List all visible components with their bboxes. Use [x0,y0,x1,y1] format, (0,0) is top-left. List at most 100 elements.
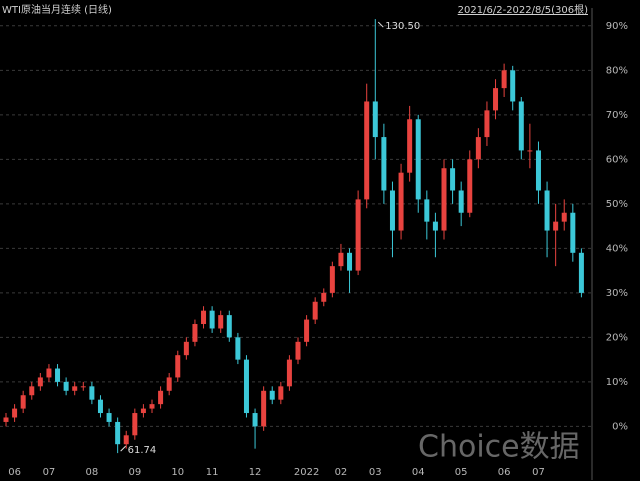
candle-body [450,168,456,191]
candle-body [286,359,292,387]
candle-body [175,355,181,378]
y-tick-label: 80% [606,65,628,76]
candle-body [389,190,395,231]
x-tick-label: 07 [43,467,56,478]
candle-body [561,212,567,222]
candle-body [295,341,301,360]
candle-body [12,408,18,418]
x-tick-label: 02 [335,467,348,478]
candle-body [535,150,541,191]
candle-body [149,404,155,409]
candle-body [493,88,499,111]
candle-body [140,408,146,414]
candle-body [123,435,129,445]
chart-title: WTI原油当月连续 (日线) [2,3,112,16]
candle-body [415,119,421,200]
candle-body [201,310,207,325]
x-tick-label: 11 [206,467,219,478]
high-label: 130.50 [385,21,420,32]
candle-body [209,310,215,329]
candle-body [407,119,413,173]
candle-body [218,315,224,329]
y-tick-label: 0% [612,421,628,432]
candle-body [183,341,189,356]
candle-body [269,390,275,400]
y-tick-label: 30% [606,288,628,299]
candle-body [304,319,310,342]
x-tick-label: 12 [249,467,262,478]
candle-body [261,390,267,427]
candle-body [467,159,473,213]
y-tick-label: 10% [606,377,628,388]
candle-body [364,101,370,200]
candle-body [312,301,318,320]
candle-body [355,199,361,271]
candle-body [3,417,9,422]
x-tick-label: 04 [412,467,425,478]
low-pointer [120,445,127,452]
x-tick-label: 09 [128,467,141,478]
candle-body [518,101,524,151]
candle-body [226,315,232,338]
candle-body [166,377,172,391]
candle-body [97,399,103,414]
x-tick-label: 07 [532,467,545,478]
candle-body [578,252,584,293]
candle-body [553,221,559,231]
candle-body [29,386,35,396]
candle-body [544,190,550,231]
candle-body [441,168,447,231]
candle-body [329,266,335,293]
candle-body [252,413,258,427]
candle-body [20,395,26,409]
y-tick-label: 50% [606,199,628,210]
candle-body [89,386,95,400]
candle-body [510,70,516,102]
candle-body [338,252,344,267]
candle-body [132,413,138,436]
candle-body [475,137,481,160]
candle-body [372,101,378,138]
candle-body [347,252,353,271]
candle-body [432,221,438,231]
candle-body [46,368,52,378]
candle-body [158,390,164,405]
y-tick-label: 70% [606,110,628,121]
y-tick-label: 60% [606,154,628,165]
candle-body [72,386,78,391]
candle-body [458,190,464,213]
x-tick-label: 06 [8,467,21,478]
candle-body [527,150,533,152]
y-tick-label: 40% [606,243,628,254]
candle-body [570,212,576,253]
candle-body [192,324,198,342]
candle-body [501,70,507,89]
candle-body [484,110,490,138]
candle-body [115,421,121,445]
watermark: Choice数据 [418,430,580,465]
candle-body [398,172,404,231]
candle-body [80,386,86,388]
low-label: 61.74 [128,445,157,456]
candle-body [63,381,69,391]
x-tick-label: 03 [369,467,382,478]
y-tick-label: 90% [606,21,628,32]
candle-body [243,359,249,414]
candle-body [55,368,61,382]
candle-body [381,137,387,191]
candle-body [37,377,43,387]
x-tick-label: 2022 [294,467,319,478]
date-range[interactable]: 2021/6/2-2022/8/5(306根) [458,3,588,16]
x-tick-label: 08 [86,467,99,478]
candle-body [278,386,284,400]
candle-body [235,337,241,360]
x-tick-label: 10 [171,467,184,478]
x-tick-label: 06 [498,467,511,478]
high-pointer [377,21,384,28]
candle-body [424,199,430,222]
candle-body [321,292,327,302]
candle-body [106,413,112,422]
y-tick-label: 20% [606,332,628,343]
x-tick-label: 05 [455,467,468,478]
